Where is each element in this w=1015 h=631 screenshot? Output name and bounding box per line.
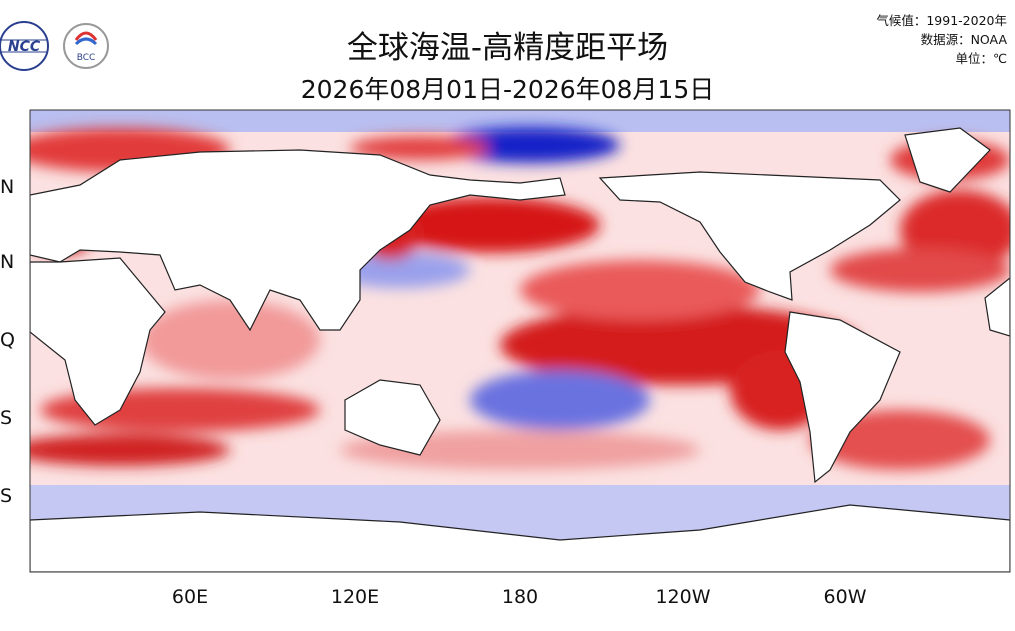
sst-field (30, 110, 1010, 572)
logo-bcc: BCC (63, 23, 109, 69)
y-label: S (0, 485, 13, 507)
x-label: 60E (171, 586, 209, 608)
x-label: 60W (823, 586, 867, 608)
note: 数据源：NOAA (920, 32, 1007, 47)
map-frame (29, 109, 1011, 573)
x-label: 120W (655, 586, 711, 608)
logo-text: NCC (8, 39, 41, 55)
land (30, 127, 1010, 572)
x-label: 120E (330, 586, 380, 608)
note: 气候值：1991-2020年 (876, 13, 1007, 28)
x-label: 180 (501, 586, 539, 608)
subtitle: 2026年08月01日-2026年08月15日 (300, 75, 715, 104)
logo-ncc: NCC (0, 21, 49, 71)
y-label: Q (0, 329, 15, 351)
title: 全球海温-高精度距平场 (346, 30, 669, 66)
y-label: N (0, 251, 15, 273)
y-label: S (0, 407, 13, 429)
y-label: N (0, 176, 15, 198)
note: 单位：℃ (955, 51, 1007, 66)
logo-text: BCC (77, 53, 96, 63)
